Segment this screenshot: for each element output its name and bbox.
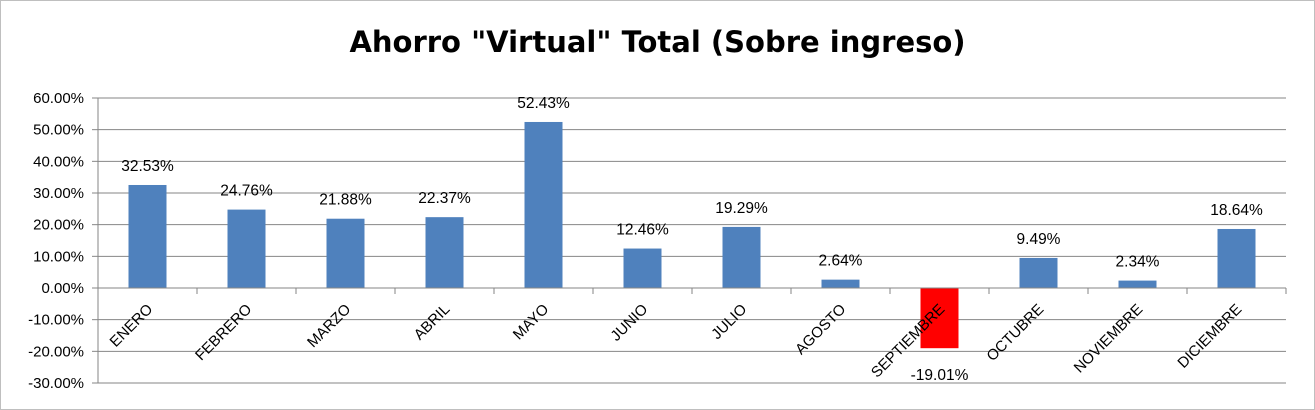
bar: [821, 279, 860, 288]
x-category-label: JUNIO: [607, 301, 651, 345]
y-tick-label: 60.00%: [33, 90, 84, 107]
data-label: 22.37%: [418, 190, 471, 207]
bar: [1118, 280, 1157, 288]
x-category-label: MAYO: [510, 301, 552, 343]
data-label: 2.34%: [1116, 254, 1160, 271]
y-tick-label: 0.00%: [41, 280, 84, 297]
data-label: 18.64%: [1210, 202, 1263, 219]
bar: [326, 218, 365, 288]
data-label: 2.64%: [819, 253, 863, 270]
y-tick-label: 20.00%: [33, 217, 84, 234]
bar: [227, 209, 266, 288]
x-category-label: OCTUBRE: [983, 301, 1047, 365]
y-tick-label: -20.00%: [28, 343, 84, 360]
y-tick-label: -10.00%: [28, 312, 84, 329]
data-label: 19.29%: [715, 200, 768, 217]
bar: [1217, 228, 1256, 288]
bar: [1019, 257, 1058, 288]
bar: [425, 217, 464, 288]
y-tick-label: 40.00%: [33, 153, 84, 170]
y-tick-label: 50.00%: [33, 122, 84, 139]
data-label: 24.76%: [220, 183, 273, 200]
chart-title: Ahorro "Virtual" Total (Sobre ingreso): [349, 25, 966, 59]
y-tick-label: 10.00%: [33, 248, 84, 265]
bar: [722, 226, 761, 288]
bar: [128, 184, 167, 288]
x-category-label: DICIEMBRE: [1174, 301, 1245, 372]
data-label: 21.88%: [319, 192, 372, 209]
x-category-label: JULIO: [708, 301, 750, 343]
x-category-label: ENERO: [107, 301, 157, 351]
x-category-label: AGOSTO: [792, 301, 849, 358]
y-tick-label: -30.00%: [28, 375, 84, 392]
x-category-label: ABRIL: [411, 301, 454, 344]
x-category-label: NOVIEMBRE: [1071, 301, 1147, 377]
bar: [623, 248, 662, 288]
y-tick-label: 30.00%: [33, 185, 84, 202]
x-category-label: MARZO: [304, 301, 354, 351]
bar: [920, 288, 959, 349]
data-label: 32.53%: [121, 158, 174, 175]
bar: [524, 121, 563, 288]
data-label: 52.43%: [517, 95, 570, 112]
x-category-label: FEBRERO: [192, 301, 255, 364]
data-label: 12.46%: [616, 222, 669, 239]
data-label: 9.49%: [1017, 231, 1061, 248]
data-label: -19.01%: [911, 367, 969, 384]
